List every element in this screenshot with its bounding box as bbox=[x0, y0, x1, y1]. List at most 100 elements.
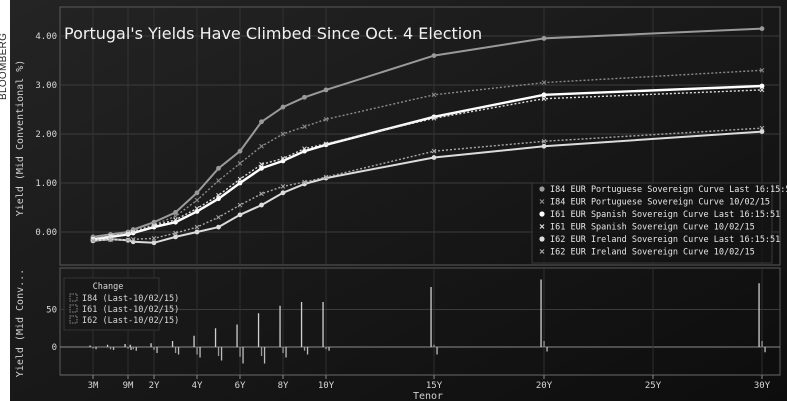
series-point bbox=[280, 190, 286, 196]
series-point bbox=[216, 214, 221, 220]
top-gridlines bbox=[60, 8, 780, 264]
change-legend: Change I84 (Last-10/02/15)I61 (Last-10/0… bbox=[63, 277, 179, 331]
change-bar bbox=[177, 347, 180, 355]
series-line bbox=[92, 130, 763, 244]
series-point bbox=[431, 155, 437, 160]
series-point bbox=[541, 138, 547, 144]
series-point bbox=[541, 96, 547, 102]
x-tick-label: 9M bbox=[123, 381, 134, 391]
bottom-panel: 50 0 Yield (Mid Conv... Change I84 (Last-… bbox=[15, 267, 781, 377]
series-point bbox=[108, 233, 113, 239]
series-point bbox=[151, 236, 157, 241]
series-point bbox=[216, 196, 221, 202]
series-point bbox=[759, 26, 765, 32]
series-point bbox=[194, 224, 200, 230]
x-tick-label: 8Y bbox=[278, 381, 289, 391]
series-point bbox=[759, 129, 765, 134]
series-point bbox=[259, 119, 264, 125]
change-bar bbox=[764, 347, 766, 353]
series-layer bbox=[90, 26, 765, 246]
change-bar bbox=[430, 287, 432, 347]
legend-label: I61 EUR Spanish Sovereign Curve Last 16:… bbox=[550, 210, 780, 220]
series-point bbox=[259, 143, 264, 149]
series-point bbox=[130, 229, 136, 235]
series-point bbox=[130, 230, 136, 236]
series-point bbox=[302, 148, 307, 154]
x-tick-label: 15Y bbox=[426, 381, 443, 391]
change-bar bbox=[303, 347, 306, 351]
series-point bbox=[216, 165, 221, 171]
series-point bbox=[216, 178, 221, 183]
series-point bbox=[237, 202, 243, 208]
series-point bbox=[173, 234, 178, 240]
series-point bbox=[302, 146, 307, 152]
source-label: BLOOMBERG bbox=[0, 32, 9, 100]
top-y-tick-label: 0.00 bbox=[35, 228, 57, 238]
change-bar bbox=[242, 347, 244, 364]
series-point bbox=[541, 143, 547, 149]
legend-label: I62 EUR Ireland Sovereign Curve 10/02/15 bbox=[550, 248, 755, 258]
top-y-tick-label: 4.00 bbox=[35, 32, 57, 42]
change-bar bbox=[239, 347, 241, 357]
series-point bbox=[323, 175, 329, 181]
change-bar bbox=[92, 347, 94, 349]
change-bar bbox=[546, 347, 548, 352]
series-line bbox=[92, 84, 763, 241]
x-tick-label: 10Y bbox=[318, 381, 335, 391]
series-point bbox=[431, 115, 437, 121]
legend-marker bbox=[539, 224, 545, 229]
series-point bbox=[259, 202, 264, 208]
series-point bbox=[759, 67, 765, 73]
change-legend-items: I84 (Last-10/02/15)I61 (Last-10/02/15)I6… bbox=[69, 293, 179, 326]
series-point bbox=[323, 141, 329, 147]
series-point bbox=[90, 238, 96, 244]
change-legend-swatch bbox=[69, 304, 78, 313]
change-bar bbox=[106, 344, 109, 347]
series-point bbox=[541, 80, 547, 85]
change-bar bbox=[171, 341, 174, 347]
change-bar bbox=[124, 344, 126, 347]
change-legend-title: Change bbox=[93, 282, 124, 292]
change-bar bbox=[761, 341, 763, 347]
change-bar bbox=[263, 347, 266, 364]
change-bar bbox=[129, 344, 131, 347]
legend-marker bbox=[539, 211, 545, 217]
change-bar bbox=[109, 347, 112, 350]
change-bar bbox=[217, 347, 220, 356]
legend: I84 EUR Portuguese Sovereign Curve Last … bbox=[531, 182, 787, 264]
change-bar bbox=[236, 324, 238, 347]
legend-marker bbox=[539, 236, 545, 242]
change-bar bbox=[758, 283, 760, 347]
series-point bbox=[323, 116, 329, 122]
change-bar bbox=[325, 347, 327, 350]
change-bar bbox=[89, 345, 91, 347]
series-point bbox=[259, 191, 264, 197]
legend-label: I61 EUR Spanish Sovereign Curve 10/02/15 bbox=[550, 223, 755, 233]
top-y-tick-labels: 4.00 3.00 2.00 1.00 0.00 bbox=[35, 32, 57, 238]
yield-curve-chart: 4.00 3.00 2.00 1.00 0.00 Portugal's Yields H… bbox=[10, 0, 787, 401]
top-y-tick-label: 3.00 bbox=[35, 81, 57, 91]
top-panel-border bbox=[59, 6, 781, 266]
change-bar bbox=[156, 347, 158, 353]
change-legend-swatch bbox=[69, 293, 78, 302]
series-point bbox=[323, 174, 329, 180]
bottom-y-tick-label: 50 bbox=[46, 306, 57, 316]
series-point bbox=[194, 229, 200, 235]
chart-title: Portugal's Yields Have Climbed Since Oct… bbox=[64, 24, 482, 43]
change-bar bbox=[433, 344, 435, 347]
bottom-y-tick-labels: 50 0 bbox=[46, 306, 57, 354]
series-point bbox=[280, 156, 286, 161]
change-bar bbox=[282, 347, 284, 353]
series-point bbox=[130, 236, 136, 242]
series-point bbox=[259, 165, 264, 171]
series-point bbox=[108, 237, 113, 243]
series-point bbox=[194, 197, 200, 203]
change-bar bbox=[214, 328, 217, 347]
change-bar bbox=[112, 347, 115, 350]
change-bar bbox=[130, 347, 132, 350]
change-bar bbox=[322, 302, 324, 347]
change-legend-label: I61 (Last-10/02/15) bbox=[82, 305, 179, 315]
series-point bbox=[759, 87, 765, 93]
series-point bbox=[759, 83, 765, 89]
